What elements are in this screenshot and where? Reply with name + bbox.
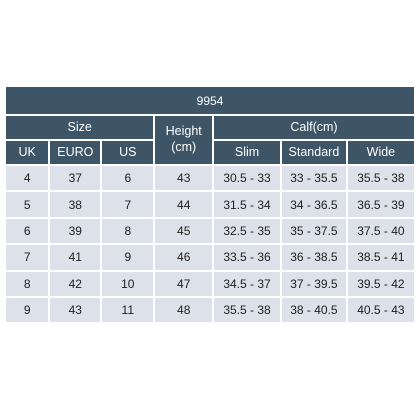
slim-cell: 34.5 - 37 (213, 271, 281, 296)
standard-cell: 35 - 37.5 (282, 218, 346, 244)
slim-cell: 31.5 - 34 (213, 192, 281, 217)
us-cell: 7 (102, 192, 154, 217)
uk-cell: 7 (6, 245, 49, 270)
size-header: Size (6, 116, 154, 139)
height-cell: 46 (155, 245, 212, 270)
table-row: 4 37 6 43 30.5 - 33 33 - 35.5 35.5 - 38 (6, 166, 414, 191)
uk-cell: 4 (6, 166, 49, 191)
euro-cell: 37 (50, 166, 101, 191)
uk-cell: 6 (6, 218, 49, 244)
height-cell: 47 (155, 271, 212, 296)
height-cell: 45 (155, 218, 212, 244)
table-row: 9 43 11 48 35.5 - 38 38 - 40.5 40.5 - 43 (6, 297, 414, 323)
standard-header: Standard (282, 141, 346, 164)
table-title: 9954 (6, 87, 414, 114)
size-chart: 9954 Size Height (cm) Calf(cm) UK EURO U… (4, 85, 416, 324)
wide-cell: 40.5 - 43 (347, 297, 414, 323)
wide-cell: 37.5 - 40 (347, 218, 414, 244)
size-chart-table: 9954 Size Height (cm) Calf(cm) UK EURO U… (4, 85, 416, 324)
euro-header: EURO (50, 141, 101, 164)
wide-cell: 38.5 - 41 (347, 245, 414, 270)
slim-cell: 32.5 - 35 (213, 218, 281, 244)
euro-cell: 38 (50, 192, 101, 217)
euro-cell: 43 (50, 297, 101, 323)
table-row: 8 42 10 47 34.5 - 37 37 - 39.5 39.5 - 42 (6, 271, 414, 296)
slim-cell: 30.5 - 33 (213, 166, 281, 191)
wide-cell: 39.5 - 42 (347, 271, 414, 296)
standard-cell: 38 - 40.5 (282, 297, 346, 323)
us-cell: 11 (102, 297, 154, 323)
us-cell: 8 (102, 218, 154, 244)
wide-cell: 36.5 - 39 (347, 192, 414, 217)
height-cell: 48 (155, 297, 212, 323)
table-row: 6 39 8 45 32.5 - 35 35 - 37.5 37.5 - 40 (6, 218, 414, 244)
height-cell: 44 (155, 192, 212, 217)
slim-cell: 35.5 - 38 (213, 297, 281, 323)
uk-cell: 5 (6, 192, 49, 217)
us-header: US (102, 141, 154, 164)
standard-cell: 37 - 39.5 (282, 271, 346, 296)
us-cell: 10 (102, 271, 154, 296)
uk-cell: 8 (6, 271, 49, 296)
height-header-unit: (cm) (171, 140, 197, 154)
euro-cell: 39 (50, 218, 101, 244)
uk-cell: 9 (6, 297, 49, 323)
standard-cell: 36 - 38.5 (282, 245, 346, 270)
wide-header: Wide (347, 141, 414, 164)
table-row: 7 41 9 46 33.5 - 36 36 - 38.5 38.5 - 41 (6, 245, 414, 270)
wide-cell: 35.5 - 38 (347, 166, 414, 191)
height-cell: 43 (155, 166, 212, 191)
calf-header: Calf(cm) (213, 116, 414, 139)
height-header: Height (cm) (155, 116, 212, 164)
height-header-label: Height (165, 124, 202, 139)
slim-header: Slim (213, 141, 281, 164)
standard-cell: 34 - 36.5 (282, 192, 346, 217)
euro-cell: 42 (50, 271, 101, 296)
us-cell: 9 (102, 245, 154, 270)
uk-header: UK (6, 141, 49, 164)
slim-cell: 33.5 - 36 (213, 245, 281, 270)
standard-cell: 33 - 35.5 (282, 166, 346, 191)
euro-cell: 41 (50, 245, 101, 270)
us-cell: 6 (102, 166, 154, 191)
table-row: 5 38 7 44 31.5 - 34 34 - 36.5 36.5 - 39 (6, 192, 414, 217)
